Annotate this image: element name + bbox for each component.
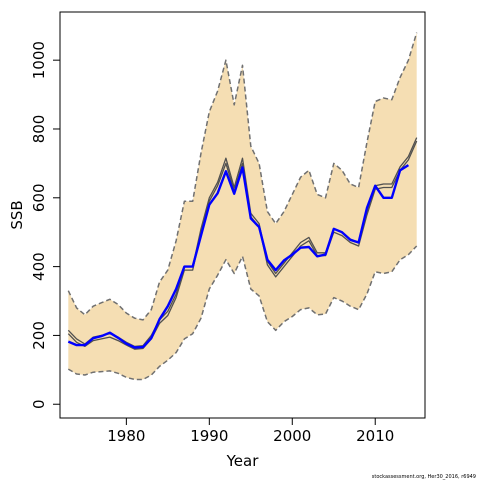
plot-area <box>67 32 418 381</box>
upper-bound-line <box>67 32 418 321</box>
estimate-line-b <box>67 140 418 350</box>
y-tick-label: 1000 <box>30 41 48 79</box>
x-tick-label: 2010 <box>356 427 394 445</box>
y-tick-label: 400 <box>30 252 48 281</box>
x-tick-label: 1990 <box>190 427 228 445</box>
x-tick-label: 1980 <box>107 427 145 445</box>
x-tick-label: 2000 <box>273 427 311 445</box>
axes: 1980 1990 2000 2010 0 200 400 600 800 1000 <box>30 11 426 445</box>
x-axis-title: Year <box>226 452 260 470</box>
y-tick-label: 600 <box>30 183 48 212</box>
confidence-band <box>68 32 417 380</box>
blue-series-line <box>67 164 410 349</box>
y-axis-title: SSB <box>8 200 26 229</box>
y-tick-label: 200 <box>30 321 48 350</box>
y-tick-label: 800 <box>30 115 48 144</box>
credit-text: stockassessment.org, Her30_2016, r6949 <box>372 474 476 480</box>
y-tick-label: 0 <box>30 399 48 409</box>
